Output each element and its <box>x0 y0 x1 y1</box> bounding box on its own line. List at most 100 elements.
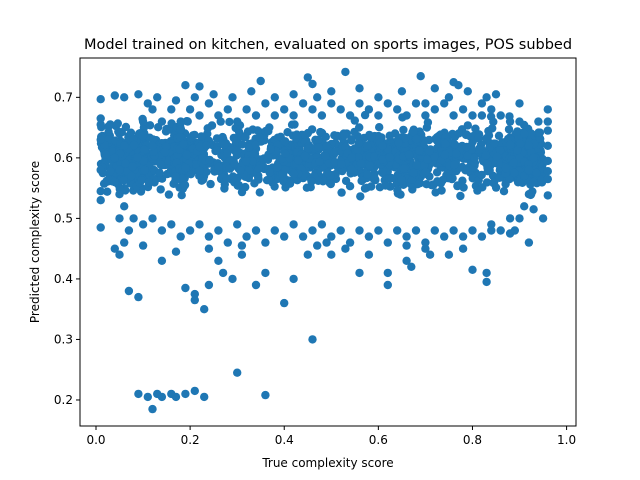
data-point <box>175 132 185 142</box>
data-point <box>289 169 299 179</box>
data-point <box>475 145 484 155</box>
data-point <box>477 99 487 108</box>
data-point <box>355 268 364 278</box>
data-point <box>96 135 105 144</box>
data-point <box>336 226 345 235</box>
data-point <box>364 250 374 259</box>
data-point <box>322 238 331 247</box>
data-point <box>96 120 105 129</box>
data-point <box>113 119 123 128</box>
data-point <box>254 164 263 173</box>
data-point <box>202 141 211 150</box>
data-point <box>238 140 247 149</box>
data-point <box>195 166 204 175</box>
data-point <box>327 87 336 96</box>
data-point <box>513 146 522 155</box>
data-point <box>317 111 327 120</box>
data-point <box>347 153 356 162</box>
data-point <box>378 141 387 151</box>
data-point <box>345 111 355 120</box>
data-point <box>515 139 525 148</box>
data-point <box>96 187 105 196</box>
data-point <box>393 226 402 235</box>
data-point <box>505 214 515 223</box>
data-point <box>524 238 534 247</box>
data-point <box>289 220 298 229</box>
data-point <box>237 250 247 259</box>
data-point <box>399 164 409 173</box>
data-point <box>228 93 237 102</box>
data-point <box>289 90 298 99</box>
data-point <box>302 183 312 192</box>
data-point <box>321 152 330 161</box>
data-point <box>251 226 261 235</box>
data-point <box>412 161 421 170</box>
data-point <box>543 141 552 150</box>
data-point <box>182 117 191 126</box>
data-point <box>307 177 316 186</box>
data-point <box>364 232 374 241</box>
data-point <box>468 265 477 274</box>
data-point <box>96 165 105 175</box>
data-point <box>264 127 273 136</box>
data-point <box>404 150 414 159</box>
data-point <box>536 134 545 143</box>
data-point <box>367 132 376 142</box>
data-point <box>421 99 430 108</box>
data-point <box>242 105 251 114</box>
y-tick-label: 0.6 <box>54 151 73 165</box>
data-point <box>129 140 139 150</box>
data-point <box>501 164 511 173</box>
data-point <box>314 135 323 144</box>
data-point <box>200 392 209 402</box>
data-point <box>139 156 148 166</box>
data-point <box>292 130 301 139</box>
data-point <box>220 184 229 193</box>
data-point <box>177 191 186 200</box>
data-point <box>222 149 232 158</box>
data-point <box>121 122 131 132</box>
data-point <box>202 167 211 177</box>
data-point <box>538 214 548 223</box>
data-point <box>375 123 384 132</box>
data-point <box>313 93 322 102</box>
data-point <box>180 180 190 190</box>
data-points <box>96 67 552 414</box>
data-point <box>265 168 274 177</box>
data-point <box>156 160 165 169</box>
data-point <box>326 179 335 189</box>
data-point <box>411 226 421 235</box>
data-point <box>138 220 148 229</box>
data-point <box>120 141 129 150</box>
data-point <box>355 99 364 108</box>
data-point <box>438 175 447 185</box>
data-point <box>353 145 362 154</box>
data-point <box>543 117 552 126</box>
data-point <box>233 146 242 156</box>
x-tick-label: 1.0 <box>557 433 576 447</box>
data-point <box>264 175 273 185</box>
data-point <box>423 155 432 164</box>
data-point <box>487 226 496 235</box>
data-point <box>293 156 303 165</box>
data-point <box>323 168 332 178</box>
data-point <box>314 143 323 152</box>
data-point <box>290 120 299 129</box>
data-point <box>185 105 195 114</box>
data-point <box>402 241 411 250</box>
data-point <box>510 226 519 235</box>
data-point <box>190 289 199 299</box>
data-point <box>327 232 336 241</box>
data-point <box>270 93 279 102</box>
data-point <box>256 76 265 86</box>
data-point <box>515 117 524 126</box>
data-point <box>236 166 245 175</box>
data-point <box>534 117 543 126</box>
data-point <box>330 158 340 167</box>
x-axis-title: True complexity score <box>261 456 393 470</box>
data-point <box>115 129 124 138</box>
data-point <box>444 250 454 259</box>
data-point <box>157 226 167 235</box>
data-point <box>110 153 120 163</box>
data-point <box>96 223 105 232</box>
